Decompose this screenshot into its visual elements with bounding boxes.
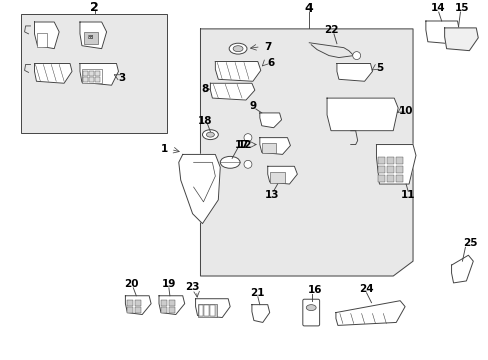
Text: 11: 11 xyxy=(400,190,414,200)
Polygon shape xyxy=(215,62,260,81)
Circle shape xyxy=(352,51,360,59)
Ellipse shape xyxy=(206,132,214,137)
Bar xyxy=(135,300,141,306)
Bar xyxy=(127,300,133,306)
Bar xyxy=(269,172,284,183)
Text: 16: 16 xyxy=(307,285,322,295)
Bar xyxy=(168,300,175,306)
Bar xyxy=(89,71,94,76)
Polygon shape xyxy=(210,83,254,100)
Text: 24: 24 xyxy=(359,284,373,294)
Bar xyxy=(378,175,385,182)
Polygon shape xyxy=(80,63,118,85)
Bar xyxy=(386,157,393,164)
Text: 10: 10 xyxy=(398,106,412,116)
Text: 13: 13 xyxy=(264,190,278,200)
Polygon shape xyxy=(335,301,404,325)
Polygon shape xyxy=(125,296,151,315)
Bar xyxy=(261,143,275,153)
Polygon shape xyxy=(259,113,281,128)
Text: 2: 2 xyxy=(90,1,99,14)
FancyBboxPatch shape xyxy=(302,299,319,326)
Text: 18: 18 xyxy=(198,116,212,126)
Text: 19: 19 xyxy=(162,279,176,289)
Bar xyxy=(395,157,402,164)
Polygon shape xyxy=(336,63,372,81)
Polygon shape xyxy=(425,21,459,44)
Ellipse shape xyxy=(305,305,316,311)
Bar xyxy=(135,307,141,312)
Bar xyxy=(20,14,166,133)
Polygon shape xyxy=(179,154,220,224)
Text: 4: 4 xyxy=(304,2,313,15)
Text: 23: 23 xyxy=(185,282,200,292)
Text: 21: 21 xyxy=(250,288,264,298)
Bar xyxy=(161,307,166,312)
Polygon shape xyxy=(200,29,412,276)
Bar xyxy=(95,71,100,76)
Text: 6: 6 xyxy=(266,58,274,68)
Polygon shape xyxy=(159,296,184,315)
Polygon shape xyxy=(251,305,269,323)
Polygon shape xyxy=(267,166,297,184)
Bar xyxy=(38,33,47,47)
Bar xyxy=(378,157,385,164)
Bar xyxy=(83,77,88,82)
Polygon shape xyxy=(444,28,477,51)
Circle shape xyxy=(244,134,251,141)
Text: 8: 8 xyxy=(202,84,209,94)
Polygon shape xyxy=(450,255,472,283)
Polygon shape xyxy=(259,138,290,154)
Bar xyxy=(161,300,166,306)
Polygon shape xyxy=(80,22,106,49)
Bar xyxy=(84,32,98,44)
Circle shape xyxy=(244,160,251,168)
Text: 22: 22 xyxy=(323,25,338,35)
Polygon shape xyxy=(326,98,397,131)
Bar xyxy=(89,77,94,82)
Ellipse shape xyxy=(220,156,240,168)
Text: 1: 1 xyxy=(160,144,167,154)
Text: 9: 9 xyxy=(249,101,256,111)
Text: 12: 12 xyxy=(237,140,252,149)
Bar xyxy=(83,71,88,76)
Bar xyxy=(395,166,402,173)
Text: 3: 3 xyxy=(119,73,126,83)
Bar xyxy=(386,175,393,182)
Text: 20: 20 xyxy=(124,279,138,289)
Polygon shape xyxy=(34,63,72,83)
Polygon shape xyxy=(195,299,230,318)
Text: 88: 88 xyxy=(87,35,94,40)
Bar xyxy=(386,166,393,173)
Text: 14: 14 xyxy=(429,3,444,13)
Polygon shape xyxy=(376,144,415,184)
Polygon shape xyxy=(34,22,59,49)
Ellipse shape xyxy=(229,43,246,54)
Text: 7: 7 xyxy=(264,42,271,52)
Bar xyxy=(198,305,203,315)
Text: 15: 15 xyxy=(454,3,468,13)
Bar xyxy=(127,307,133,312)
Bar xyxy=(168,307,175,312)
Text: 5: 5 xyxy=(375,63,382,73)
Text: 17: 17 xyxy=(234,140,249,149)
Bar xyxy=(197,304,217,316)
Bar xyxy=(378,166,385,173)
Bar xyxy=(210,305,215,315)
Bar xyxy=(204,305,209,315)
Bar xyxy=(82,69,102,83)
Bar xyxy=(395,175,402,182)
Bar xyxy=(95,77,100,82)
Ellipse shape xyxy=(202,130,218,140)
Text: 25: 25 xyxy=(462,238,477,248)
Ellipse shape xyxy=(233,46,243,51)
